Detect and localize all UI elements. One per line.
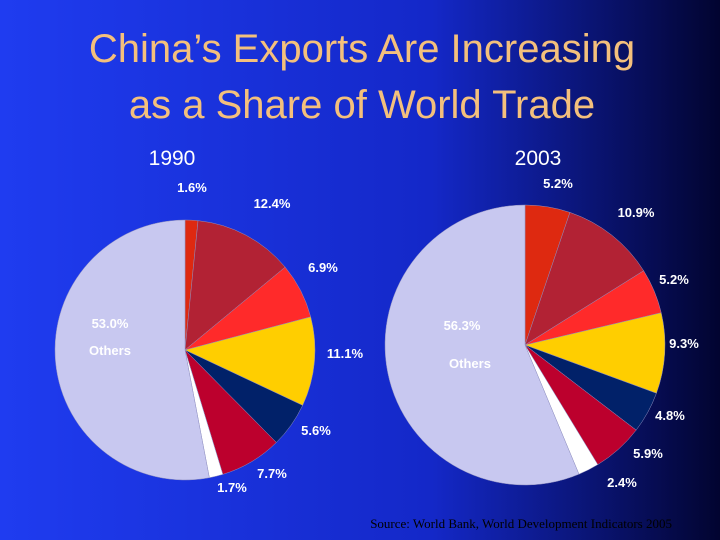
- source: Source: World Bank, World Development In…: [370, 516, 672, 531]
- pie-slice: [384, 204, 580, 486]
- pie-slice: [524, 312, 666, 394]
- pie-slice: [54, 219, 210, 481]
- value-label: 6.9%: [308, 260, 338, 275]
- value-label: 5.9%: [633, 446, 663, 461]
- value-label: 4.8%: [655, 408, 685, 423]
- value-label: 56.3%: [444, 318, 481, 333]
- value-label: 1.6%: [177, 180, 207, 195]
- value-label: 5.6%: [301, 423, 331, 438]
- value-label: 53.0%: [92, 316, 129, 331]
- value-label: 5.2%: [659, 272, 689, 287]
- pie-title: 1990: [149, 147, 196, 170]
- value-label: 12.4%: [254, 196, 291, 211]
- pie-slice: [184, 220, 286, 351]
- title-line: as a Share of World Trade: [129, 83, 595, 127]
- value-label: 1.7%: [217, 480, 247, 495]
- category-label: Others: [89, 343, 131, 358]
- value-label: 9.3%: [669, 336, 699, 351]
- value-label: 10.9%: [618, 205, 655, 220]
- value-label: 5.2%: [543, 176, 573, 191]
- title-line: China’s Exports Are Increasing: [89, 27, 635, 71]
- pie-slice: [524, 212, 645, 346]
- category-label: Others: [449, 356, 491, 371]
- value-label: 2.4%: [607, 475, 637, 490]
- pie-title: 2003: [515, 147, 562, 170]
- pie-slice: [184, 316, 316, 406]
- value-label: 11.1%: [327, 346, 364, 361]
- value-label: 7.7%: [257, 466, 287, 481]
